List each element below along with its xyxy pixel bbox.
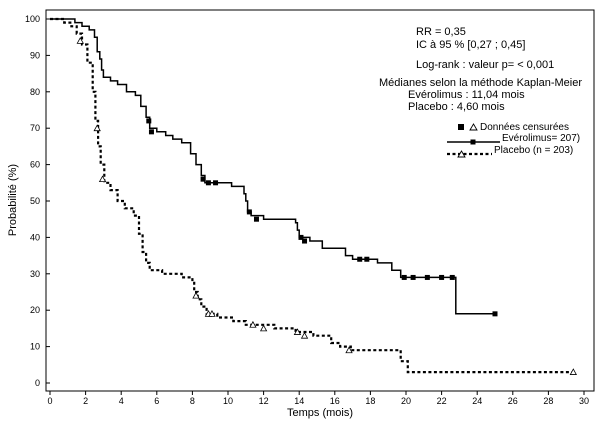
- y-tick-label: 60: [30, 160, 40, 170]
- placebo-censor-marker: [259, 324, 268, 332]
- x-tick-label: 4: [119, 396, 124, 406]
- x-tick-label: 6: [154, 396, 159, 406]
- series-layer: [50, 17, 577, 375]
- y-tick-label: 30: [30, 269, 40, 279]
- logrank-annotation: Log-rank : valeur p= < 0,001: [416, 59, 554, 71]
- x-tick-label: 26: [508, 396, 518, 406]
- placebo-censor-marker: [76, 37, 84, 44]
- legend-everolimus-marker: [470, 139, 476, 145]
- y-tick-label: 40: [30, 232, 40, 242]
- rr-annotation: RR = 0,35: [416, 26, 466, 38]
- x-tick-label: 14: [294, 396, 304, 406]
- medianes-title: Médianes selon la méthode Kaplan-Meier: [379, 77, 582, 89]
- x-tick-label: 16: [330, 396, 340, 406]
- everolimus-censor-marker: [401, 274, 407, 280]
- legend-censored-triangle-icon: [469, 123, 478, 131]
- everolimus-censor-marker: [146, 118, 152, 124]
- placebo-censor-marker: [208, 310, 216, 317]
- x-tick-label: 30: [579, 396, 589, 406]
- y-tick-label: 0: [35, 378, 40, 388]
- median-everolimus: Evérolimus : 11,04 mois: [408, 89, 525, 101]
- y-tick-label: 90: [30, 50, 40, 60]
- placebo-censor-marker: [249, 320, 257, 328]
- everolimus-censor-marker: [439, 274, 445, 280]
- legend: Données censurées Evérolimus= 207) Place…: [447, 122, 580, 158]
- y-axis-title: Probabilité (%): [7, 164, 19, 236]
- everolimus-censor-marker: [253, 216, 259, 222]
- y-axis-ticks: 0 10 20 30 40 50 60 70 80 90 100: [25, 14, 50, 388]
- everolimus-censor-marker: [148, 129, 154, 135]
- x-tick-label: 10: [223, 396, 233, 406]
- x-axis-ticks: 0 2 4 6 8 10 12 14 16 18 20 22 24 26 28 30: [47, 391, 589, 406]
- everolimus-censor-marker: [492, 311, 498, 317]
- x-tick-label: 20: [401, 396, 411, 406]
- placebo-censor-marker: [345, 346, 353, 354]
- y-tick-label: 100: [25, 14, 40, 24]
- x-tick-label: 22: [437, 396, 447, 406]
- y-tick-label: 50: [30, 196, 40, 206]
- everolimus-censor-marker: [364, 256, 370, 262]
- everolimus-censor-marker: [205, 180, 211, 186]
- everolimus-censor-marker: [200, 176, 206, 182]
- y-tick-label: 70: [30, 123, 40, 133]
- y-tick-label: 20: [30, 305, 40, 315]
- median-placebo: Placebo : 4,60 mois: [408, 101, 505, 113]
- everolimus-censor-marker: [298, 234, 304, 240]
- legend-placebo-label: Placebo (n = 203): [494, 145, 573, 156]
- placebo-censor-marker: [93, 124, 101, 132]
- x-axis-title: Temps (mois): [287, 407, 353, 419]
- everolimus-censor-marker: [213, 180, 219, 186]
- everolimus-censor-marker: [246, 209, 252, 215]
- annotation-block: RR = 0,35 IC à 95 % [0,27 ; 0,45] Log-ra…: [379, 26, 582, 113]
- everolimus-curve: [50, 18, 495, 315]
- legend-censored-square-icon: [458, 124, 464, 130]
- placebo-censor-marker: [293, 328, 302, 335]
- everolimus-censor-marker: [410, 274, 416, 280]
- legend-everolimus-label: Evérolimus= 207): [502, 133, 580, 144]
- everolimus-censor-marker: [449, 274, 455, 280]
- x-tick-label: 24: [472, 396, 482, 406]
- placebo-censor-marker: [569, 368, 577, 375]
- placebo-censor-marker: [98, 175, 107, 183]
- everolimus-censor-marker: [302, 238, 308, 244]
- placebo-censor-marker: [192, 291, 200, 299]
- y-tick-label: 10: [30, 342, 40, 352]
- everolimus-censor-marker: [357, 256, 363, 262]
- x-tick-label: 0: [47, 396, 52, 406]
- placebo-censor-marker: [300, 331, 309, 339]
- x-tick-label: 2: [83, 396, 88, 406]
- legend-censored-label: Données censurées: [480, 122, 569, 133]
- legend-placebo-marker: [457, 150, 466, 158]
- y-tick-label: 80: [30, 87, 40, 97]
- ic-annotation: IC à 95 % [0,27 ; 0,45]: [416, 39, 525, 51]
- x-tick-label: 8: [190, 396, 195, 406]
- everolimus-censor-marker: [424, 274, 430, 280]
- x-tick-label: 18: [365, 396, 375, 406]
- placebo-curve: [50, 17, 577, 374]
- x-tick-label: 12: [259, 396, 269, 406]
- x-tick-label: 28: [543, 396, 553, 406]
